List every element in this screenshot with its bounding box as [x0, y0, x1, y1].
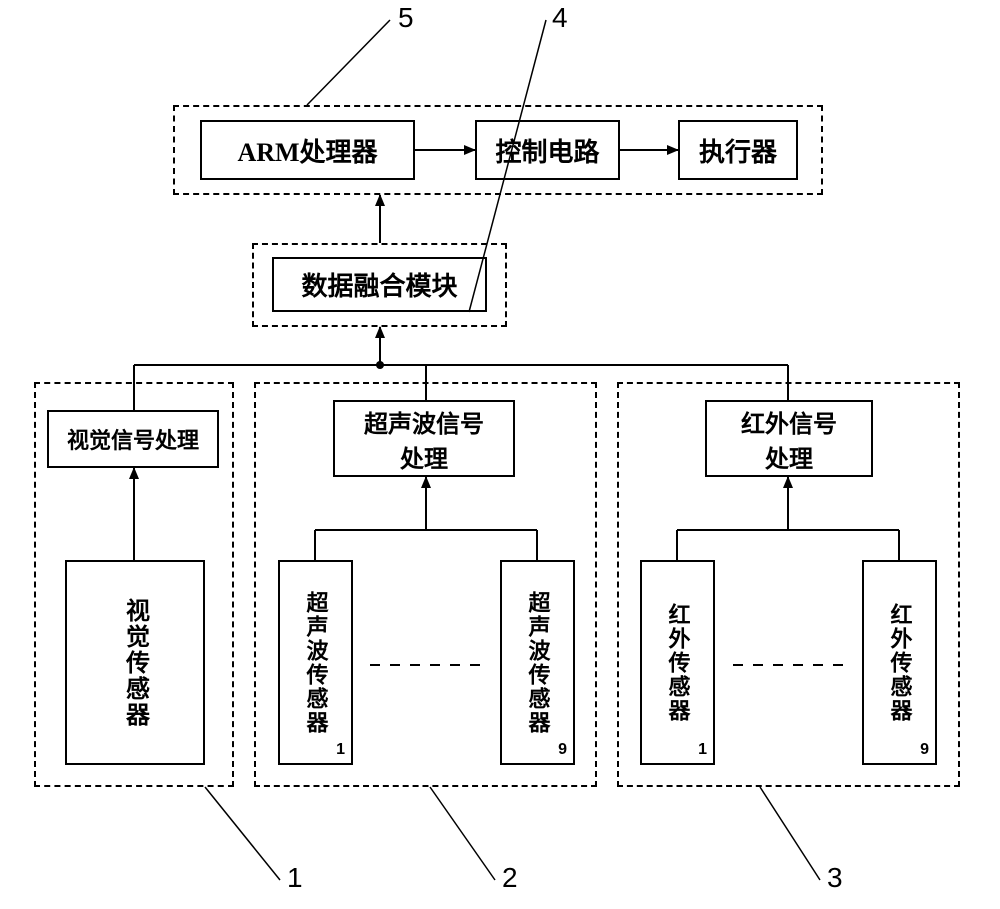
box-ultra-sensor-9: 超声波传感器 9 [500, 560, 575, 765]
box-ir-sensor-1: 红外传感器 1 [640, 560, 715, 765]
ref-label-1: 1 [287, 862, 303, 894]
box-ultra-proc-line1: 超声波信号 [364, 404, 484, 439]
box-visual-proc-text: 视觉信号处理 [67, 423, 199, 455]
box-arm: ARM处理器 [200, 120, 415, 180]
box-control-circuit: 控制电路 [475, 120, 620, 180]
box-ir-sensor-9: 红外传感器 9 [862, 560, 937, 765]
box-ultra-sensor-1-text: 超声波传感器 [300, 591, 332, 735]
box-ir-sensor-1-num: 1 [698, 741, 707, 759]
box-ir-sensor-9-num: 9 [920, 741, 929, 759]
box-arm-text: ARM处理器 [237, 132, 377, 169]
box-ir-proc-line1: 红外信号 [741, 404, 837, 439]
box-ir-proc: 红外信号 处理 [705, 400, 873, 477]
box-ultra-proc-line2: 处理 [400, 439, 448, 474]
box-visual-sensor: 视觉传感器 [65, 560, 205, 765]
box-ultra-sensor-9-text: 超声波传感器 [522, 591, 554, 735]
box-executor-text: 执行器 [699, 132, 777, 169]
box-data-fusion: 数据融合模块 [272, 257, 487, 312]
box-ultra-proc: 超声波信号 处理 [333, 400, 515, 477]
box-ir-proc-line2: 处理 [765, 439, 813, 474]
box-ultra-sensor-9-num: 9 [558, 741, 567, 759]
box-visual-proc: 视觉信号处理 [47, 410, 219, 468]
box-ir-sensor-9-text: 红外传感器 [884, 603, 916, 723]
box-data-fusion-text: 数据融合模块 [301, 266, 457, 303]
box-ultra-sensor-1: 超声波传感器 1 [278, 560, 353, 765]
ref-label-2: 2 [502, 862, 518, 894]
ref-label-5: 5 [398, 2, 414, 34]
box-ultra-sensor-1-num: 1 [336, 741, 345, 759]
ref-label-4: 4 [552, 2, 568, 34]
box-control-circuit-text: 控制电路 [495, 132, 599, 169]
ref-label-3: 3 [827, 862, 843, 894]
box-executor: 执行器 [678, 120, 798, 180]
box-visual-sensor-text: 视觉传感器 [118, 598, 153, 728]
box-ir-sensor-1-text: 红外传感器 [662, 603, 694, 723]
